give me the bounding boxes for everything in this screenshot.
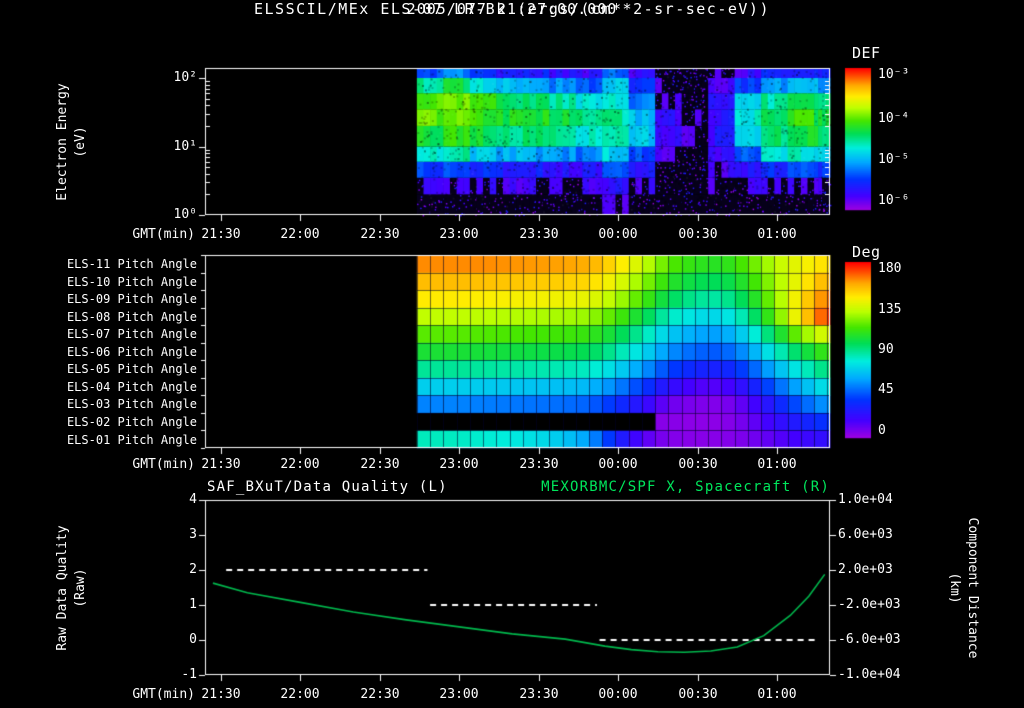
spacecraft-series-title: MEXORBMC/SPF X, Spacecraft (R) — [541, 479, 830, 495]
def-colorbar-tick-label: 10⁻⁵ — [878, 152, 910, 167]
distance-y-tick-label: -2.0e+03 — [838, 597, 901, 612]
distance-y-tick-label: -1.0e+04 — [838, 667, 901, 682]
x-tick-label: 23:00 — [439, 687, 479, 702]
plot-title: ELSSCIL/MEx ELS-07 LR-Bk (ergs/(cm**2-sr… — [253, 0, 770, 18]
gmt-axis-label-middle: GMT(min) — [132, 457, 195, 472]
timestamp: 2005/077 21:27:00.000 — [406, 0, 618, 18]
pitch-row-label: ELS-05 Pitch Angle — [66, 362, 197, 377]
def-colorbar-tick-label: 10⁻⁶ — [878, 193, 910, 208]
x-tick-label: 23:00 — [439, 227, 479, 242]
def-colorbar-tick-label: 10⁻⁴ — [878, 111, 910, 126]
quality-y-tick-label: 2 — [189, 562, 197, 577]
quality-y-tick-label: 4 — [189, 492, 197, 507]
energy-y-tick-label: 10⁰ — [173, 207, 197, 222]
x-tick-label: 00:30 — [678, 457, 718, 472]
pitch-row-label: ELS-01 Pitch Angle — [66, 432, 197, 447]
pitch-row-label: ELS-04 Pitch Angle — [66, 379, 197, 394]
x-tick-label: 00:00 — [598, 227, 638, 242]
pitch-row-label: ELS-09 Pitch Angle — [66, 292, 197, 307]
electron-energy-axis-line2: (eV) — [73, 126, 88, 158]
raw-data-quality-axis-label: Raw Data Quality (Raw) — [54, 488, 90, 688]
x-tick-label: 22:00 — [280, 687, 320, 702]
x-tick-label: 00:30 — [678, 227, 718, 242]
pitch-row-label: ELS-08 Pitch Angle — [66, 309, 197, 324]
quality-y-tick-label: -1 — [181, 667, 197, 682]
electron-energy-axis-label: Electron Energy (eV) — [54, 42, 90, 242]
x-tick-label: 01:00 — [757, 457, 797, 472]
raw-data-quality-axis-line2: (Raw) — [73, 568, 88, 608]
distance-y-tick-label: 6.0e+03 — [838, 527, 893, 542]
gmt-axis-label-top: GMT(min) — [132, 227, 195, 242]
distance-y-tick-label: 2.0e+03 — [838, 562, 893, 577]
x-tick-label: 21:30 — [201, 457, 241, 472]
energy-y-tick-label: 10¹ — [173, 139, 197, 154]
energy-y-tick-label: 10² — [173, 70, 197, 85]
pitch-row-label: ELS-06 Pitch Angle — [66, 344, 197, 359]
component-distance-axis-line1: Component Distance — [965, 517, 980, 659]
def-colorbar-tick-label: 10⁻³ — [878, 67, 910, 82]
deg-colorbar-tick-label: 180 — [878, 261, 902, 276]
def-colorbar-title: DEF — [852, 44, 881, 62]
x-tick-label: 21:30 — [201, 687, 241, 702]
deg-colorbar-tick-label: 0 — [878, 423, 886, 438]
pitch-row-label: ELS-02 Pitch Angle — [66, 414, 197, 429]
distance-y-tick-label: 1.0e+04 — [838, 492, 893, 507]
component-distance-axis-label: Component Distance (km) — [945, 488, 981, 688]
deg-colorbar-tick-label: 45 — [878, 382, 894, 397]
raw-data-quality-axis-line1: Raw Data Quality — [55, 525, 70, 651]
x-tick-label: 22:00 — [280, 227, 320, 242]
pitch-row-label: ELS-10 Pitch Angle — [66, 274, 197, 289]
x-tick-label: 23:30 — [519, 457, 559, 472]
x-tick-label: 22:30 — [360, 457, 400, 472]
x-tick-label: 22:00 — [280, 457, 320, 472]
quality-y-tick-label: 3 — [189, 527, 197, 542]
quality-series-title: SAF_BXuT/Data Quality (L) — [207, 479, 448, 495]
distance-y-tick-label: -6.0e+03 — [838, 632, 901, 647]
x-tick-label: 00:00 — [598, 687, 638, 702]
component-distance-axis-line2: (km) — [947, 572, 962, 604]
x-tick-label: 21:30 — [201, 227, 241, 242]
x-tick-label: 01:00 — [757, 687, 797, 702]
quality-y-tick-label: 0 — [189, 632, 197, 647]
x-tick-label: 00:30 — [678, 687, 718, 702]
x-tick-label: 23:30 — [519, 227, 559, 242]
quality-y-tick-label: 1 — [189, 597, 197, 612]
x-tick-label: 23:00 — [439, 457, 479, 472]
deg-colorbar-tick-label: 90 — [878, 342, 894, 357]
gmt-axis-label-bottom: GMT(min) — [132, 687, 195, 702]
deg-colorbar-title: Deg — [852, 243, 881, 261]
x-tick-label: 23:30 — [519, 687, 559, 702]
electron-energy-axis-line1: Electron Energy — [55, 83, 70, 201]
pitch-row-label: ELS-11 Pitch Angle — [66, 257, 197, 271]
x-tick-label: 00:00 — [598, 457, 638, 472]
x-tick-label: 22:30 — [360, 227, 400, 242]
x-tick-label: 22:30 — [360, 687, 400, 702]
pitch-row-label: ELS-03 Pitch Angle — [66, 397, 197, 412]
deg-colorbar-tick-label: 135 — [878, 302, 902, 317]
x-tick-label: 01:00 — [757, 227, 797, 242]
pitch-row-label: ELS-07 Pitch Angle — [66, 327, 197, 342]
